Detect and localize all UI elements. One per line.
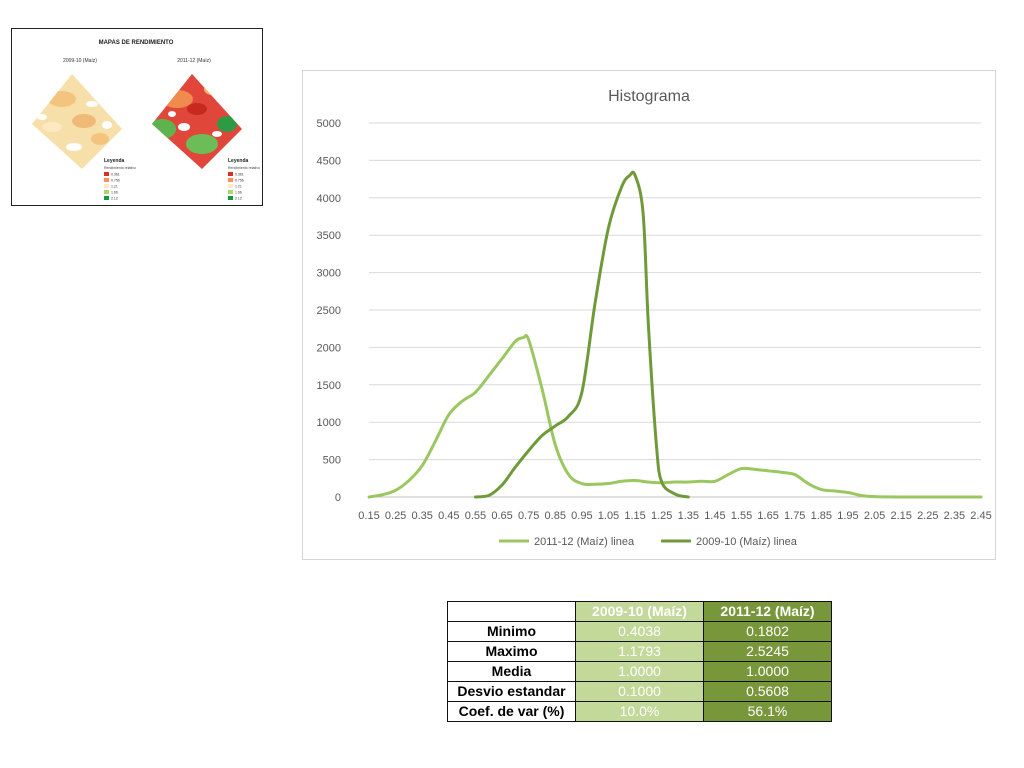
x-tick-label: 1.85 [811, 510, 832, 522]
chart-title: Histograma [608, 88, 690, 105]
row-label-coef: Coef. de var (%) [447, 701, 576, 722]
column-header-2011: 2011-12 (Maíz) [703, 601, 832, 622]
x-tick-label: 0.85 [545, 510, 566, 522]
legend-item: 0.361 [111, 173, 120, 177]
cell-value: 10.0% [575, 701, 704, 722]
legend-item: 0.361 [235, 173, 244, 177]
cell-value: 1.1793 [575, 641, 704, 662]
x-tick-label: 2.25 [917, 510, 938, 522]
y-tick-label: 1500 [317, 380, 341, 392]
x-tick-label: 1.25 [651, 510, 672, 522]
series-line-2011-12 [367, 333, 983, 499]
x-tick-label: 0.95 [571, 510, 592, 522]
cell-value: 1.0000 [575, 661, 704, 682]
y-tick-label: 4000 [317, 193, 341, 205]
x-tick-label: 1.55 [731, 510, 752, 522]
x-axis-ticks: 0.15 0.25 0.35 0.45 0.55 0.65 0.75 0.85 0.95 1.05… [358, 510, 991, 522]
histogram-chart-panel: Histograma 0 500 1000 1500 2000 2500 3000 3500 4… [302, 70, 996, 560]
row-label-minimo: Minimo [447, 621, 576, 642]
y-axis-ticks: 0 500 1000 1500 2000 2500 3000 3500 4000 4500 5000 [317, 118, 341, 504]
x-tick-label: 0.15 [358, 510, 379, 522]
table-row: Desvio estandar 0.1000 0.5608 [447, 681, 832, 702]
x-tick-label: 0.35 [412, 510, 433, 522]
legend-item: 1.21 [111, 185, 118, 189]
y-tick-label: 4500 [317, 155, 341, 167]
x-tick-label: 2.15 [890, 510, 911, 522]
map-right-legend: Leyenda Rendimiento relativo 0.361 0.756… [228, 158, 260, 201]
gridlines [369, 122, 981, 498]
column-header-2009: 2009-10 (Maíz) [575, 601, 704, 622]
map-right-label: 2011-12 (Maíz) [177, 58, 211, 64]
legend-title-left: Leyenda [104, 158, 125, 164]
histogram-chart: Histograma 0 500 1000 1500 2000 2500 3000 3500 4… [317, 88, 992, 548]
table-corner [447, 601, 576, 622]
yield-maps-image: MAPAS DE RENDIMIENTO 2009-10 (Maíz) 2011… [32, 40, 260, 201]
x-tick-label: 0.55 [465, 510, 486, 522]
table-row: Media 1.0000 1.0000 [447, 661, 832, 682]
x-tick-label: 2.35 [944, 510, 965, 522]
y-tick-label: 2000 [317, 342, 341, 354]
series-lines [367, 170, 983, 499]
maps-title: MAPAS DE RENDIMIENTO [99, 40, 174, 46]
legend-title-right: Leyenda [228, 158, 249, 164]
map-left-label: 2009-10 (Maíz) [63, 58, 97, 64]
x-tick-label: 1.05 [598, 510, 619, 522]
y-tick-label: 3500 [317, 230, 341, 242]
legend-label: 2011-12 (Maíz) linea [534, 536, 635, 548]
legend-item: 0.756 [111, 179, 120, 183]
cell-value: 0.5608 [703, 681, 832, 702]
x-tick-label: 2.45 [970, 510, 991, 522]
x-tick-label: 1.65 [757, 510, 778, 522]
legend-subtitle-right: Rendimiento relativo [228, 166, 260, 170]
row-label-media: Media [447, 661, 576, 682]
x-tick-label: 0.45 [438, 510, 459, 522]
y-tick-label: 1000 [317, 417, 341, 429]
table-row: Maximo 1.1793 2.5245 [447, 641, 832, 662]
cell-value: 1.0000 [703, 661, 832, 682]
cell-value: 0.1802 [703, 621, 832, 642]
x-tick-label: 0.65 [491, 510, 512, 522]
x-tick-label: 0.75 [518, 510, 539, 522]
table-header-row: 2009-10 (Maíz) 2011-12 (Maíz) [447, 601, 832, 622]
y-tick-label: 3000 [317, 268, 341, 280]
y-tick-label: 500 [323, 455, 341, 467]
cell-value: 0.4038 [575, 621, 704, 642]
legend-item: 2.12 [111, 197, 118, 201]
table-row: Coef. de var (%) 10.0% 56.1% [447, 701, 832, 722]
legend-item: 1.66 [111, 191, 118, 195]
y-tick-label: 5000 [317, 118, 341, 130]
cell-value: 0.1000 [575, 681, 704, 702]
series-line-2009-10 [473, 170, 690, 499]
y-tick-label: 0 [335, 492, 341, 504]
yield-maps-thumbnail: MAPAS DE RENDIMIENTO 2009-10 (Maíz) 2011… [11, 28, 263, 206]
legend-item: 0.756 [235, 179, 244, 183]
row-label-desvio: Desvio estandar [447, 681, 576, 702]
x-tick-label: 1.15 [624, 510, 645, 522]
chart-legend: 2011-12 (Maíz) linea 2009-10 (Maíz) linea [499, 536, 798, 548]
x-tick-label: 1.75 [784, 510, 805, 522]
y-tick-label: 2500 [317, 305, 341, 317]
x-tick-label: 2.05 [864, 510, 885, 522]
legend-item: 1.66 [235, 191, 242, 195]
legend-label: 2009-10 (Maíz) linea [696, 536, 798, 548]
map-left-legend: Leyenda Rendimiento relativo 0.361 0.756… [104, 158, 136, 201]
legend-item: 2.12 [235, 197, 242, 201]
x-tick-label: 1.35 [678, 510, 699, 522]
x-tick-label: 1.45 [704, 510, 725, 522]
x-tick-label: 0.25 [385, 510, 406, 522]
x-tick-label: 1.95 [837, 510, 858, 522]
row-label-maximo: Maximo [447, 641, 576, 662]
legend-item: 1.21 [235, 185, 242, 189]
cell-value: 56.1% [703, 701, 832, 722]
legend-subtitle-left: Rendimiento relativo [104, 166, 136, 170]
stats-table: 2009-10 (Maíz) 2011-12 (Maíz) Minimo 0.4… [447, 601, 832, 722]
table-row: Minimo 0.4038 0.1802 [447, 621, 832, 642]
cell-value: 2.5245 [703, 641, 832, 662]
